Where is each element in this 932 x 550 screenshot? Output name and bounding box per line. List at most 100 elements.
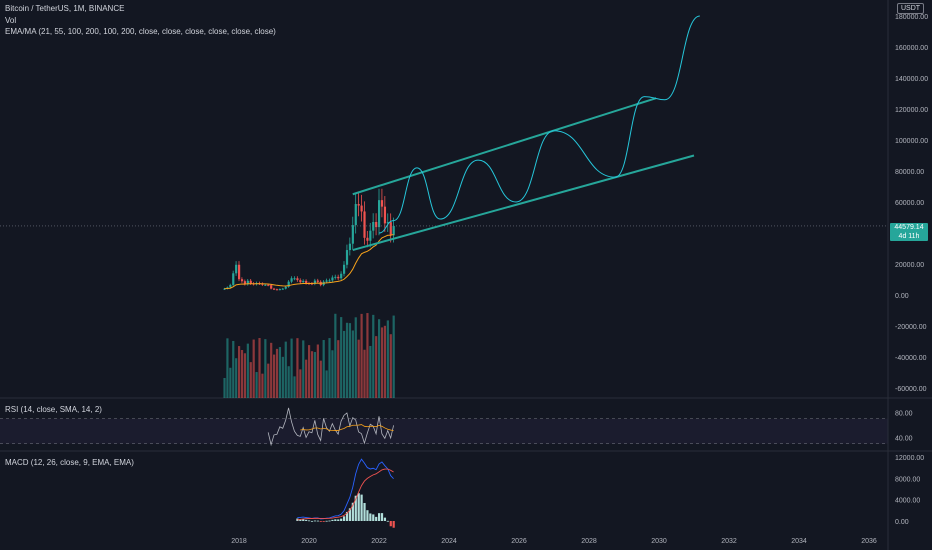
macd-signal-line <box>297 468 394 521</box>
currency-badge[interactable]: USDT <box>897 3 925 14</box>
rsi-pane[interactable] <box>0 407 888 447</box>
time-tick-label: 2026 <box>511 538 527 545</box>
candle-body <box>275 289 279 291</box>
macd-histogram-bar <box>302 519 305 521</box>
volume-legend[interactable]: Vol <box>5 16 17 25</box>
macd-histogram-bar <box>310 520 314 522</box>
volume-bar <box>319 360 322 398</box>
candle-body <box>264 284 267 286</box>
macd-histogram-bar <box>363 502 366 521</box>
ema-line <box>224 233 394 290</box>
volume-bar <box>261 373 264 398</box>
candle-body <box>290 278 293 282</box>
macd-legend[interactable]: MACD (12, 26, close, 9, EMA, EMA) <box>5 458 134 467</box>
volume-bar <box>354 317 357 398</box>
volume-bar <box>343 330 346 398</box>
candle-body <box>375 221 378 228</box>
macd-histogram-bar <box>360 494 363 521</box>
time-axis[interactable]: 2018 2020 2022 2024 2026 2028 2030 2032 2034 2036 <box>231 538 877 545</box>
volume-bar <box>278 347 282 398</box>
volume-bar <box>383 325 387 398</box>
candle-body <box>340 273 343 279</box>
candle-body <box>354 204 357 226</box>
candle-body <box>232 273 235 285</box>
volume-bar <box>293 376 296 398</box>
channel-lower-line <box>352 154 695 252</box>
volume-bar <box>389 334 392 398</box>
price-tick-label: 20000.00 <box>895 262 924 269</box>
macd-histogram-bar <box>389 521 392 527</box>
volume-bar <box>322 340 325 398</box>
candle-body <box>386 222 389 224</box>
macd-histogram-bar <box>305 519 308 521</box>
candle-body <box>273 288 276 290</box>
macd-histogram-bar <box>366 510 369 521</box>
macd-histogram-bar <box>319 521 322 522</box>
macd-line <box>297 458 394 520</box>
candle-body <box>360 205 363 212</box>
time-tick-label: 2024 <box>441 538 457 545</box>
time-tick-label: 2028 <box>581 538 597 545</box>
macd-tick-label: 0.00 <box>895 519 909 526</box>
candle-body <box>296 278 299 281</box>
candle-body <box>287 281 290 287</box>
price-tick-label: 180000.00 <box>895 14 928 21</box>
rsi-band <box>0 418 888 444</box>
candle-body <box>240 279 244 282</box>
volume-bar <box>273 354 276 398</box>
rsi-legend[interactable]: RSI (14, close, SMA, 14, 2) <box>5 405 102 414</box>
volume-bar <box>369 345 372 398</box>
candle-body <box>235 264 238 274</box>
volume-bar <box>249 362 252 398</box>
volume-bar <box>348 323 352 398</box>
volume-bar <box>392 315 395 398</box>
volume-bar <box>366 313 369 398</box>
volume-bar <box>378 319 381 398</box>
price-tick-label: 140000.00 <box>895 76 928 83</box>
candle-body <box>334 276 337 278</box>
macd-histogram-bar <box>325 520 328 522</box>
price-tick-label: 80000.00 <box>895 169 924 176</box>
macd-histogram-bar <box>343 516 346 521</box>
volume-bar <box>255 372 258 398</box>
time-tick-label: 2022 <box>371 538 387 545</box>
volume-bar <box>290 338 293 398</box>
macd-histogram-bar <box>340 518 343 521</box>
volume-bar <box>264 339 267 398</box>
candle-body <box>389 222 392 236</box>
volume-bar <box>235 358 238 398</box>
volume-bar <box>345 322 349 398</box>
candle-body <box>302 280 305 283</box>
candle-body <box>380 200 384 207</box>
candle-body <box>299 280 302 283</box>
candle-body <box>249 280 252 284</box>
macd-pane[interactable] <box>296 458 395 528</box>
volume-bar <box>380 327 384 398</box>
price-axis[interactable]: 180000.00 160000.00 140000.00 120000.00 1000… <box>887 0 928 550</box>
volume-bar <box>351 330 354 398</box>
candle-body <box>357 204 360 206</box>
volume-bar <box>360 313 363 398</box>
price-pane[interactable] <box>0 15 932 452</box>
candle-body <box>238 264 241 280</box>
volume-bar <box>337 340 340 398</box>
volume-bar <box>357 339 360 398</box>
last-price-label: 44579.14 4d 11h <box>890 223 928 241</box>
price-tick-label: 0.00 <box>895 293 909 300</box>
candle-body <box>369 230 372 241</box>
volume-bar <box>243 353 247 398</box>
candle-body <box>348 243 352 251</box>
ema-legend[interactable]: EMA/MA (21, 55, 100, 200, 100, 200, clos… <box>5 27 276 36</box>
candle-body <box>378 200 381 228</box>
volume-bar <box>372 314 375 398</box>
time-tick-label: 2034 <box>791 538 807 545</box>
symbol-legend[interactable]: Bitcoin / TetherUS, 1M, BINANCE <box>5 4 125 13</box>
candle-body <box>270 285 273 289</box>
rsi-line <box>267 407 394 447</box>
volume-bar <box>363 349 366 398</box>
macd-histogram-bar <box>378 513 381 521</box>
volume-bar <box>267 363 270 398</box>
candle-body <box>337 276 340 279</box>
candle-body <box>223 288 226 290</box>
